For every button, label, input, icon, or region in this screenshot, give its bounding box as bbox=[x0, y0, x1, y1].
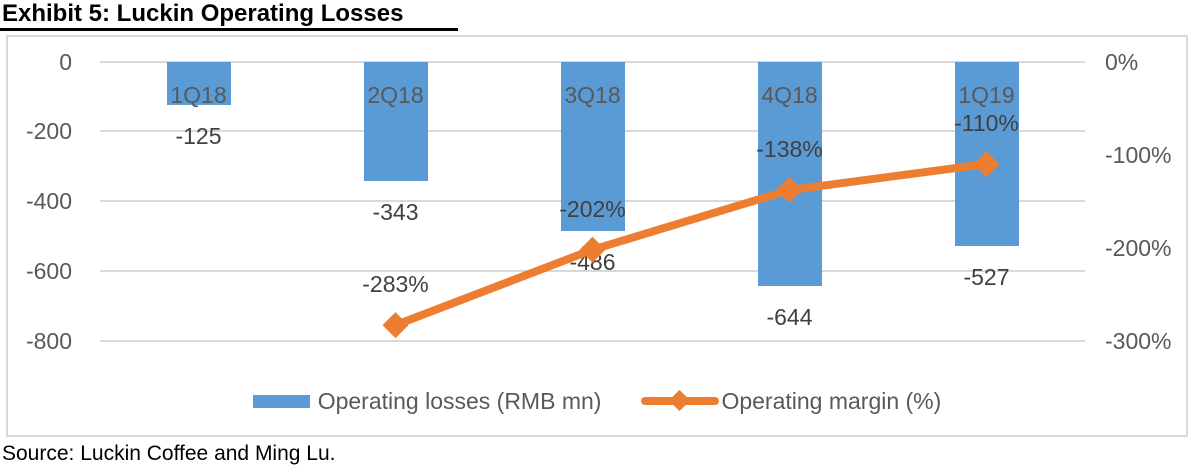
title-underline bbox=[0, 28, 458, 31]
bar-value-label: -125 bbox=[175, 123, 222, 150]
margin-value-label: -283% bbox=[362, 271, 429, 298]
gridline bbox=[100, 340, 1085, 342]
bar-value-label: -644 bbox=[766, 304, 813, 331]
legend-operating-margin: Operating margin (%) bbox=[641, 388, 941, 415]
left-axis-tick-label: -200 bbox=[25, 118, 72, 145]
category-label: 1Q19 bbox=[958, 82, 1015, 108]
line-marker-diamond-icon bbox=[382, 312, 409, 339]
bar-1q18 bbox=[166, 61, 231, 106]
bar-2q18 bbox=[363, 61, 428, 182]
category-label: 1Q18 bbox=[170, 82, 227, 108]
right-axis-tick-label: 0% bbox=[1105, 48, 1139, 75]
margin-value-label: -110% bbox=[954, 109, 1019, 136]
left-axis-tick-label: -800 bbox=[25, 328, 72, 354]
category-label: 3Q18 bbox=[564, 82, 621, 108]
legend-label-margin: Operating margin (%) bbox=[721, 387, 942, 414]
right-axis-tick-label: -300% bbox=[1105, 328, 1172, 354]
page-title: Exhibit 5: Luckin Operating Losses bbox=[2, 0, 404, 27]
left-axis-tick-label: -600 bbox=[25, 258, 72, 285]
legend-label-losses: Operating losses (RMB mn) bbox=[317, 387, 602, 414]
legend-bar-swatch-icon bbox=[252, 394, 310, 408]
category-label: 4Q18 bbox=[761, 82, 818, 108]
source-note: Source: Luckin Coffee and Ming Lu. bbox=[2, 442, 336, 465]
margin-value-label: -138% bbox=[756, 136, 823, 163]
legend-line-swatch-icon bbox=[641, 389, 720, 412]
margin-value-label: -202% bbox=[559, 195, 626, 222]
category-label: 2Q18 bbox=[367, 82, 424, 108]
legend-operating-losses: Operating losses (RMB mn) bbox=[252, 387, 602, 415]
left-axis-tick-label: 0 bbox=[59, 48, 72, 75]
legend-diamond-icon bbox=[669, 389, 691, 412]
right-axis-tick-label: -100% bbox=[1105, 141, 1172, 168]
left-axis-tick-label: -400 bbox=[25, 188, 72, 215]
bar-value-label: -527 bbox=[963, 263, 1010, 290]
bar-value-label: -486 bbox=[569, 249, 616, 276]
bar-value-label: -343 bbox=[372, 199, 419, 226]
operating-margin-line bbox=[391, 159, 991, 330]
right-axis-tick-label: -200% bbox=[1105, 234, 1172, 261]
chart-legend: Operating losses (RMB mn) Operating marg… bbox=[8, 387, 1186, 415]
chart-area: 0 -200 -400 -600 -800 0% -100% -200% -300% 1Q18 -1… bbox=[6, 35, 1188, 437]
